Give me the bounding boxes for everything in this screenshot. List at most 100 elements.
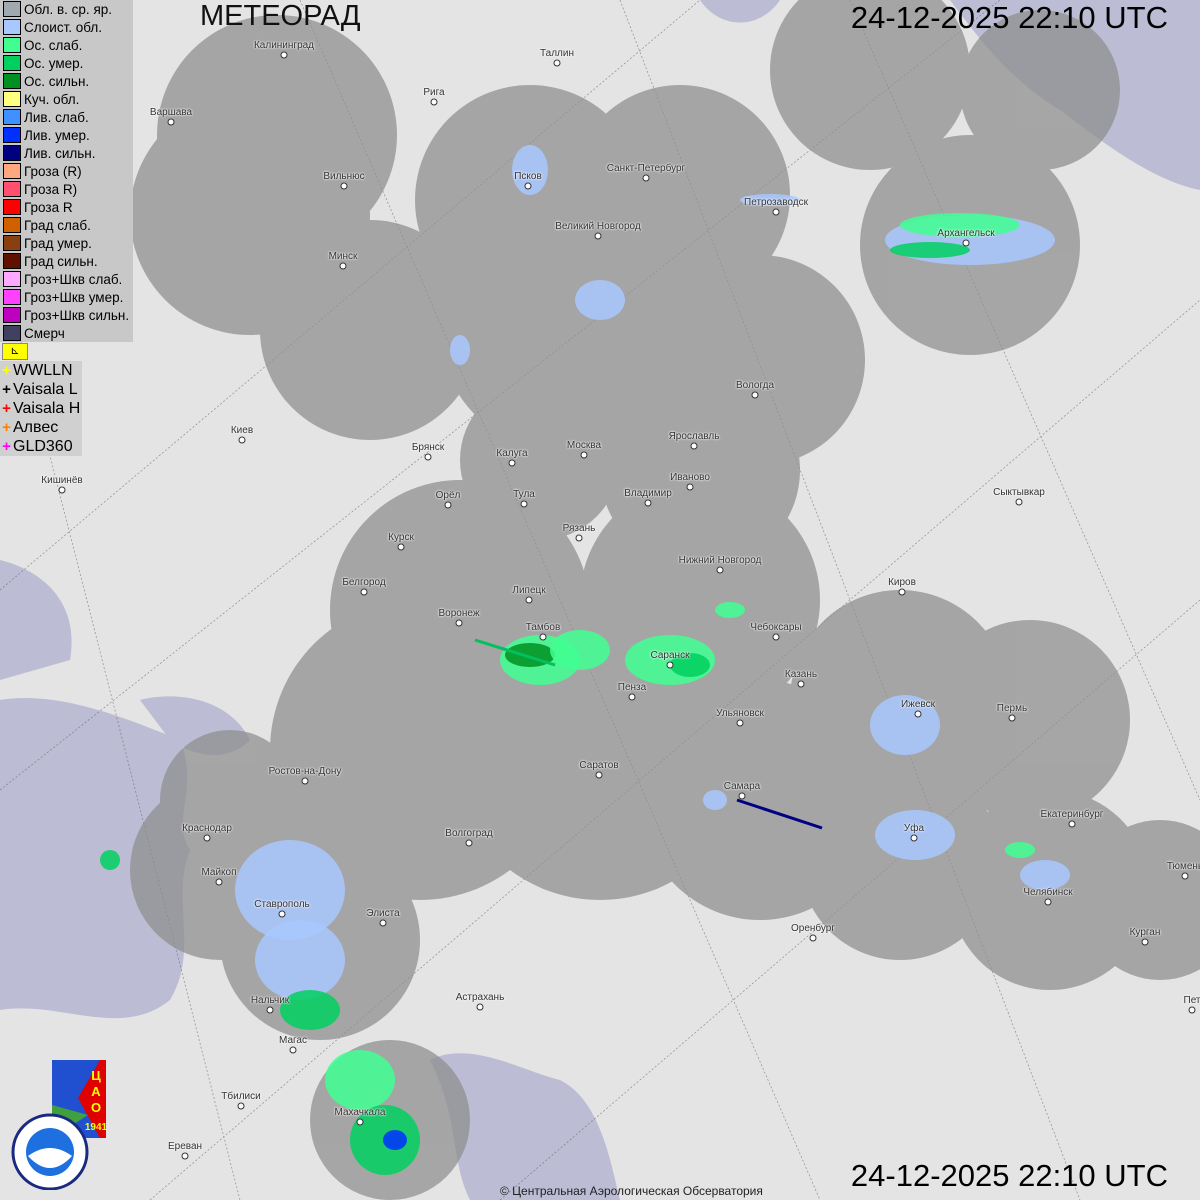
legend-swatch [3, 1, 21, 17]
precipitation-echo [870, 695, 940, 755]
city-label: Ереван [167, 1141, 203, 1152]
city-label: Архангельск [937, 228, 995, 239]
city-label: Рига [423, 87, 445, 98]
city-marker [595, 771, 603, 779]
precipitation-echoes [100, 145, 1070, 1175]
legend-panel: Обл. в. ср. яр. Слоист. обл. Ос. слаб. Ос. … [0, 0, 133, 342]
flag-icon[interactable]: ⊾ [2, 343, 28, 360]
legend-label: Гроза R [24, 199, 73, 215]
city-marker [266, 1006, 274, 1014]
city-marker [738, 792, 746, 800]
city-label: Уфа [903, 823, 925, 834]
legend-swatch [3, 181, 21, 197]
city-label: Ижевск [900, 699, 936, 710]
precipitation-echo [280, 990, 340, 1030]
legend-label: Гроз+Шкв слаб. [24, 271, 123, 287]
logos: Ц А О 1941 [11, 1060, 108, 1190]
city-label: Вильнюс [323, 171, 365, 182]
city-marker [430, 98, 438, 106]
legend-swatch [3, 109, 21, 125]
city-label: Брянск [411, 442, 445, 453]
city-label: Минск [328, 251, 358, 262]
city-label: Нижний Новгород [678, 555, 762, 566]
city-marker [716, 566, 724, 574]
city-marker [1008, 714, 1016, 722]
precipitation-echo [512, 145, 548, 195]
city-marker [628, 693, 636, 701]
datetime-top: 24-12-2025 22:10 UTC [850, 0, 1168, 35]
city-marker [690, 442, 698, 450]
city-marker [340, 182, 348, 190]
legend-item: Лив. слаб. [0, 108, 133, 126]
city-marker [167, 118, 175, 126]
city-marker [58, 486, 66, 494]
precipitation-echo [890, 242, 970, 258]
city-label: Ставрополь [254, 899, 310, 910]
city-marker [575, 534, 583, 542]
city-marker [539, 633, 547, 641]
city-marker [751, 391, 759, 399]
legend-item: Лив. сильн. [0, 144, 133, 162]
legend-item: Ос. умер. [0, 54, 133, 72]
lightning-source-label: WWLLN [13, 361, 73, 379]
legend-item: Гроз+Шкв умер. [0, 288, 133, 306]
roshydromet-logo [11, 1113, 89, 1190]
legend-swatch [3, 235, 21, 251]
precipitation-echo [450, 335, 470, 365]
city-marker [809, 934, 817, 942]
city-label: Тюмень [1166, 861, 1200, 872]
city-marker [215, 878, 223, 886]
city-label: Саранск [650, 650, 690, 661]
city-marker [476, 1003, 484, 1011]
city-marker [686, 483, 694, 491]
city-marker [1044, 898, 1052, 906]
interference-ray [474, 638, 556, 667]
legend-label: Куч. обл. [24, 91, 80, 107]
radar-circle [930, 620, 1130, 820]
city-label: Киев [230, 425, 254, 436]
graticule-line [149, 299, 1200, 1200]
legend-item: Ос. слаб. [0, 36, 133, 54]
page-title: МЕТЕОРАД [200, 0, 361, 32]
legend-item: Град слаб. [0, 216, 133, 234]
city-marker [553, 59, 561, 67]
legend-item: Слоист. обл. [0, 18, 133, 36]
cross-icon: + [2, 438, 11, 455]
lightning-source-label: Vaisala L [13, 380, 78, 398]
legend-label: Ос. умер. [24, 55, 84, 71]
city-label: Киров [888, 577, 916, 588]
city-label: Саратов [579, 760, 619, 771]
legend-label: Град сильн. [24, 253, 98, 269]
city-marker [914, 710, 922, 718]
legend-item: Град умер. [0, 234, 133, 252]
legend-label: Лив. слаб. [24, 109, 89, 125]
legend-label: Смерч [24, 325, 65, 341]
precipitation-echo [100, 850, 120, 870]
city-label: Ульяновск [716, 708, 764, 719]
city-marker [1015, 498, 1023, 506]
city-label: Нальчик [250, 995, 290, 1006]
city-marker [910, 834, 918, 842]
city-label: Тамбов [525, 622, 561, 633]
city-label: Калининград [253, 40, 315, 51]
city-label: Орёл [435, 490, 461, 501]
legend-swatch [3, 307, 21, 323]
city-marker [525, 596, 533, 604]
city-label: Казань [784, 669, 818, 680]
legend-label: Слоист. обл. [24, 19, 103, 35]
cross-icon: + [2, 362, 11, 379]
city-label: Белгород [342, 577, 386, 588]
legend-item: Смерч [0, 324, 133, 342]
legend-label: Лив. сильн. [24, 145, 96, 161]
city-label: Оренбург [790, 923, 836, 934]
precipitation-echo [740, 194, 800, 206]
legend-label: Гроза (R) [24, 163, 82, 179]
city-label: Махачкала [334, 1107, 386, 1118]
cross-icon: + [2, 419, 11, 436]
city-marker [465, 839, 473, 847]
city-marker [278, 910, 286, 918]
city-marker [1181, 872, 1189, 880]
city-marker [520, 500, 528, 508]
